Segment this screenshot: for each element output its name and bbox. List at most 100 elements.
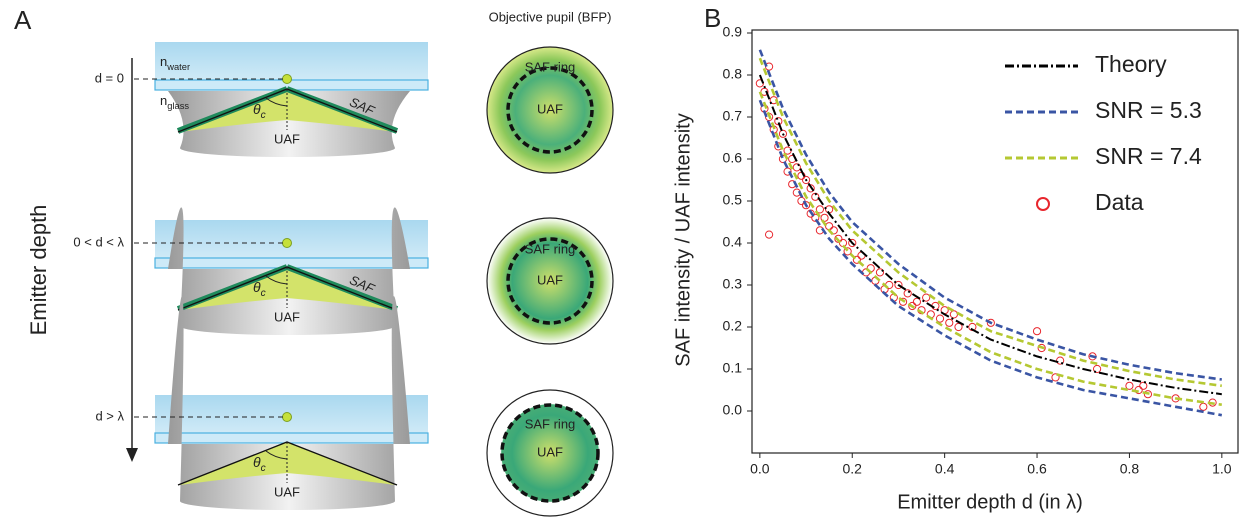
emitter	[282, 238, 292, 248]
data-point	[1125, 381, 1134, 390]
subscript: c	[261, 463, 266, 474]
pupil-title: Objective pupil (BFP)	[489, 9, 612, 24]
medium-label: nglass	[160, 93, 189, 111]
data-point	[1037, 343, 1046, 353]
x-tick-label: 0.2	[843, 461, 863, 477]
data-point	[783, 167, 792, 176]
angle-label: θc	[253, 279, 266, 299]
pupil	[486, 217, 614, 345]
curve	[758, 91, 1222, 406]
data-point	[1092, 364, 1102, 374]
panel-label: A	[14, 5, 32, 35]
x-tick-label: 0.8	[1120, 461, 1140, 477]
emitter	[282, 74, 292, 84]
x-tick-label: 0.6	[1027, 461, 1047, 477]
y-tick-label: 0.9	[723, 24, 743, 40]
data-point	[954, 322, 963, 332]
arrow-head	[126, 448, 138, 462]
y-tick-label: 0.8	[723, 66, 743, 82]
data-point	[898, 297, 908, 306]
medium-label: nwater	[160, 54, 190, 72]
curve	[758, 99, 1223, 417]
depth-label: 0 < d < λ	[73, 234, 124, 249]
data-point	[986, 318, 995, 327]
data-point	[1056, 356, 1065, 365]
symbol: θ	[253, 454, 261, 470]
y-tick-label: 0.0	[723, 402, 743, 418]
subscript: glass	[167, 101, 189, 111]
y-tick-label: 0.2	[723, 318, 743, 334]
symbol: θ	[253, 101, 261, 117]
depth-label: d > λ	[95, 408, 124, 423]
angle-arc	[265, 275, 288, 285]
data-point	[815, 205, 825, 214]
plot-frame	[751, 29, 1239, 454]
angle-arc	[265, 450, 288, 460]
legend-label: SNR = 5.3	[1095, 97, 1202, 123]
data-point	[801, 201, 811, 210]
data-point	[1139, 381, 1148, 390]
uaf-label: UAF	[274, 131, 300, 146]
water	[155, 395, 428, 433]
ring-label: SAF ring	[525, 241, 576, 256]
x-tick-label: 0.4	[935, 461, 955, 477]
x-tick-label: 0.0	[750, 461, 770, 477]
data-point	[834, 234, 843, 243]
legend-swatch	[1036, 197, 1050, 211]
data-point	[778, 129, 788, 138]
data-point	[843, 247, 852, 256]
subscript: water	[166, 62, 190, 72]
symbol: n	[160, 93, 167, 108]
data-point	[922, 293, 931, 302]
data-point	[935, 314, 945, 323]
y-tick-label: 0.3	[723, 276, 743, 292]
water	[155, 42, 428, 80]
data-point	[806, 184, 815, 193]
data-point	[801, 175, 811, 185]
objective	[168, 91, 410, 158]
data-point	[811, 192, 820, 201]
data-point	[792, 163, 801, 172]
data-point	[1032, 327, 1042, 336]
axis-label: Emitter depth	[26, 205, 51, 336]
pupil	[486, 389, 614, 517]
data-point	[903, 289, 912, 298]
depth-label: d = 0	[95, 70, 124, 85]
data-point	[912, 297, 922, 306]
angle-arc	[265, 97, 288, 107]
emitter	[282, 412, 292, 422]
y-tick-label: 0.6	[723, 150, 743, 166]
data-point	[774, 117, 783, 126]
data-point	[755, 79, 764, 88]
water	[155, 220, 428, 258]
objective	[168, 296, 410, 511]
data-point	[1199, 402, 1208, 411]
data-point	[1051, 373, 1060, 382]
center-label: UAF	[537, 101, 563, 116]
curve	[758, 74, 1222, 396]
y-tick-label: 0.7	[723, 108, 743, 124]
symbol: n	[160, 54, 167, 69]
data-point	[848, 238, 857, 248]
data-point	[908, 301, 917, 311]
subscript: c	[261, 288, 266, 299]
ring-label: SAF ring	[525, 416, 576, 431]
curve	[758, 49, 1222, 381]
uaf-label: UAF	[274, 309, 300, 324]
data-point	[894, 280, 903, 290]
subscript: c	[261, 110, 266, 121]
legend-label: SNR = 7.4	[1095, 143, 1202, 169]
data-point	[764, 230, 774, 239]
uaf-label: UAF	[274, 484, 300, 499]
data-point	[949, 310, 958, 319]
panel-label: B	[704, 3, 721, 33]
curve	[758, 57, 1222, 388]
symbol: θ	[253, 279, 261, 295]
y-tick-label: 0.4	[723, 234, 743, 250]
y-tick-label: 0.5	[723, 192, 743, 208]
x-tick-label: 1.0	[1212, 461, 1232, 477]
data-point	[1143, 390, 1153, 399]
y-axis-label: SAF intensity / UAF intensity	[672, 113, 694, 366]
